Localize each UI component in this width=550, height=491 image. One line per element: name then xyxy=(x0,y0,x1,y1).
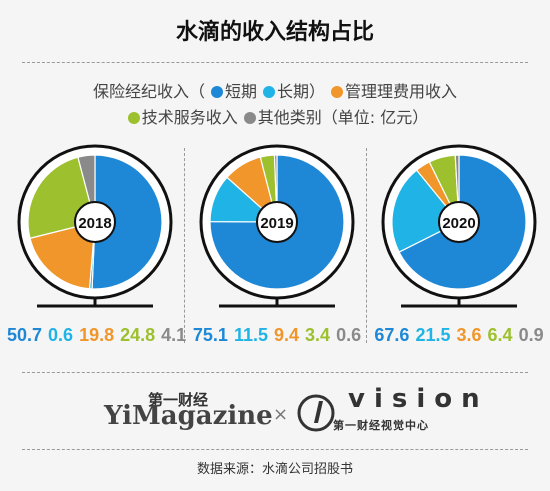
values-2020: 67.6 21.5 3.6 6.4 0.9 xyxy=(368,325,550,346)
year-label: 2020 xyxy=(442,215,475,232)
year-label: 2018 xyxy=(78,215,111,232)
value-short: 75.1 xyxy=(192,325,228,345)
value-tech: 6.4 xyxy=(487,325,513,345)
legend-row-1: 保险经纪收入（ 短期 长期） 管理理费用收入 xyxy=(0,78,550,102)
slice-2020-long xyxy=(391,169,460,253)
legend-mgmt-label: 管理理费用收入 xyxy=(345,82,458,101)
page-title: 水滴的收入结构占比 xyxy=(175,20,374,45)
value-tech: 3.4 xyxy=(305,325,331,345)
legend-row-2: 技术服务收入 其他类别（单位: 亿元） xyxy=(0,104,550,128)
value-other: 4.1 xyxy=(161,325,187,345)
slice-2019-short xyxy=(209,154,345,290)
divider-source xyxy=(22,449,528,450)
value-other: 0.9 xyxy=(518,325,544,345)
brand-english: YiMagazine xyxy=(104,401,273,431)
panel-divider-1 xyxy=(184,148,185,343)
divider-bottom xyxy=(22,372,528,373)
legend-tech-label: 技术服务收入 xyxy=(141,108,238,127)
brand-cross: × xyxy=(273,404,289,425)
legend-other-label: 其他类别（单位: 亿元） xyxy=(257,108,429,127)
values-2019: 75.1 11.5 9.4 3.4 0.6 xyxy=(186,325,368,346)
value-long: 21.5 xyxy=(415,325,451,345)
value-long: 0.6 xyxy=(48,325,74,345)
value-short: 50.7 xyxy=(7,325,43,345)
legend-prefix: 保险经纪收入（ xyxy=(92,82,205,101)
vision-english: vision xyxy=(348,384,489,414)
source-note: 数据来源：水滴公司招股书 xyxy=(196,462,353,477)
brand-chinese: 第一财经 xyxy=(148,391,209,409)
slice-2018-short xyxy=(91,154,163,290)
value-mgmt: 19.8 xyxy=(79,325,115,345)
value-long: 11.5 xyxy=(233,325,268,345)
divider-top xyxy=(22,62,528,63)
year-label: 2019 xyxy=(260,215,293,232)
value-other: 0.6 xyxy=(336,325,362,345)
legend-other-swatch xyxy=(243,112,256,124)
pie-center xyxy=(256,201,298,243)
legend-tech-swatch xyxy=(127,112,140,124)
value-mgmt: 9.4 xyxy=(274,325,300,345)
value-tech: 24.8 xyxy=(120,325,156,345)
pie-center xyxy=(438,201,480,243)
value-short: 67.6 xyxy=(374,325,410,345)
legend-short-swatch xyxy=(210,86,223,98)
pie-center xyxy=(74,201,116,243)
value-mgmt: 3.6 xyxy=(456,325,482,345)
legend-long-label: 长期） xyxy=(277,82,326,101)
panel-divider-2 xyxy=(366,148,367,343)
vision-logo-icon xyxy=(297,394,335,432)
slice-2018-mgmt xyxy=(29,221,96,290)
values-2018: 50.7 0.6 19.8 24.8 4.1 xyxy=(4,325,186,346)
legend-short-label: 短期 xyxy=(224,82,257,101)
vision-chinese: 第一财经视觉中心 xyxy=(333,419,429,432)
legend-long-swatch xyxy=(263,86,275,98)
legend-mgmt-swatch xyxy=(331,86,344,98)
